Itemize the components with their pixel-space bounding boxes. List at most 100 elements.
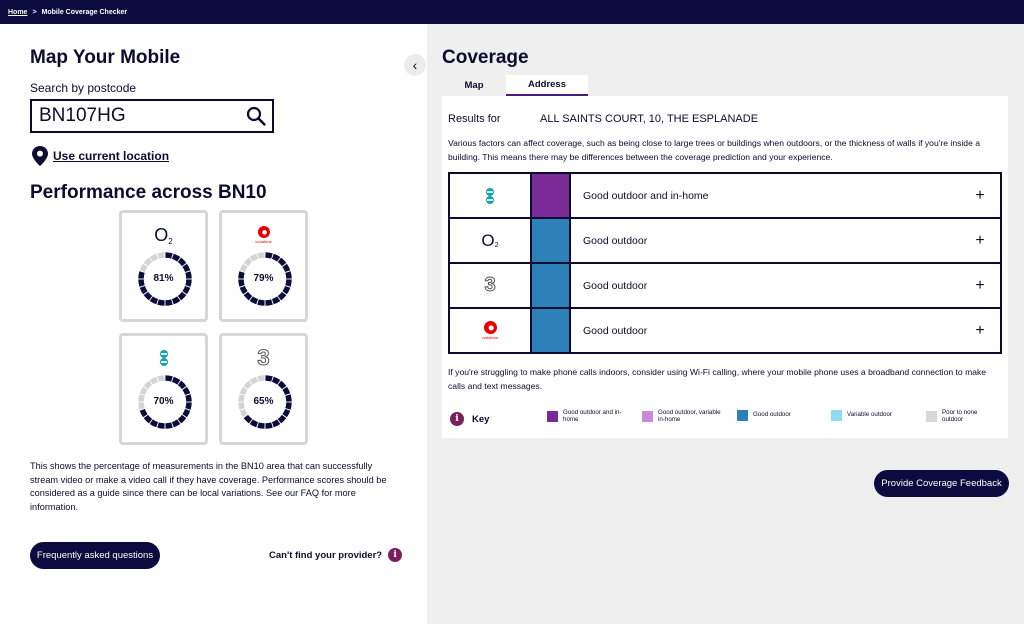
vodafone-logo-icon: vodafone <box>450 309 532 352</box>
coverage-row-three[interactable]: 3 Good outdoor + <box>450 264 1000 309</box>
donut-segment <box>149 253 159 262</box>
donut-segment <box>265 375 273 382</box>
key-item-label: Good outdoor, variable in-home <box>658 409 721 423</box>
breadcrumb-home-link[interactable]: Home <box>8 8 28 16</box>
key-item: Variable outdoor <box>831 410 916 421</box>
info-icon[interactable]: i <box>388 548 403 562</box>
coverage-row-ee[interactable]: Good outdoor and in-home + <box>450 174 1000 219</box>
performance-percent: 81% <box>153 273 174 284</box>
plus-icon[interactable]: + <box>975 276 985 294</box>
plus-icon[interactable]: + <box>975 231 985 249</box>
ee-logo-icon <box>450 174 532 217</box>
location-pin-icon <box>32 146 48 166</box>
donut-segment <box>257 422 265 429</box>
donut-segment <box>249 296 259 305</box>
donut-segment <box>271 419 281 428</box>
plus-icon[interactable]: + <box>975 186 985 204</box>
collapse-panel-button[interactable]: ‹ <box>404 54 426 76</box>
breadcrumb-current: Mobile Coverage Checker <box>41 8 128 16</box>
results-for: Results for ALL SAINTS COURT, 10, THE ES… <box>448 113 758 125</box>
plus-icon[interactable]: + <box>975 321 985 339</box>
donut-segment <box>239 408 248 418</box>
coverage-status: Good outdoor <box>583 234 648 247</box>
wifi-calling-note: If you're struggling to make phone calls… <box>448 367 987 391</box>
key-item: Good outdoor <box>737 410 817 421</box>
tab-map[interactable]: Map <box>464 80 484 91</box>
donut-segment <box>143 414 153 424</box>
donut-segment <box>165 422 173 429</box>
performance-title: Performance across BN10 <box>30 182 267 203</box>
donut-segment <box>185 402 192 410</box>
performance-donut <box>238 252 292 306</box>
donut-segment <box>239 285 248 295</box>
donut-segment <box>265 422 273 429</box>
donut-segment <box>139 263 148 273</box>
donut-segment <box>139 285 148 295</box>
key-item-label: Poor to none outdoor <box>942 409 978 423</box>
donut-segment <box>243 257 253 267</box>
donut-segment <box>285 402 292 410</box>
performance-percent: 79% <box>253 273 274 284</box>
breadcrumb-separator: > <box>32 8 37 16</box>
coverage-status: Good outdoor <box>583 279 648 292</box>
donut-segment <box>171 419 181 428</box>
faq-button[interactable]: Frequently asked questions <box>30 542 160 569</box>
donut-segment <box>243 414 253 424</box>
donut-segment <box>182 408 191 418</box>
use-current-location-link[interactable]: Use current location <box>32 146 169 166</box>
donut-segment <box>149 419 159 428</box>
donut-segment <box>139 386 148 396</box>
vodafone-logo-icon: vodafone <box>222 223 305 247</box>
key-title: Key <box>472 413 490 425</box>
donut-segment <box>165 299 173 306</box>
donut-segment <box>285 271 292 279</box>
donut-segment <box>165 375 173 382</box>
info-icon[interactable]: i <box>450 412 464 426</box>
donut-segment <box>138 402 145 410</box>
postcode-search-box <box>30 99 274 133</box>
key-item-label: Good outdoor and in-home <box>563 409 622 423</box>
donut-segment <box>165 252 173 259</box>
address-results-panel: Results for ALL SAINTS COURT, 10, THE ES… <box>442 96 1008 438</box>
donut-segment <box>265 252 273 259</box>
donut-segment <box>282 408 291 418</box>
key-item: Poor to none outdoor <box>926 409 996 424</box>
donut-segment <box>257 299 265 306</box>
donut-segment <box>157 422 165 429</box>
donut-segment <box>177 257 187 267</box>
donut-segment <box>143 257 153 267</box>
donut-segment <box>238 402 245 410</box>
cant-find-provider-label: Can't find your provider? <box>269 549 383 561</box>
search-icon[interactable] <box>246 106 266 126</box>
key-swatch <box>642 411 653 423</box>
chevron-left-icon: ‹ <box>412 57 418 73</box>
three-logo-icon: 3 <box>257 345 270 371</box>
coverage-panel: Coverage Map Address Results for ALL SAI… <box>427 24 1024 624</box>
key-item: Good outdoor, variable in-home <box>642 409 722 424</box>
coverage-swatch <box>532 264 571 307</box>
donut-segment <box>249 419 259 428</box>
donut-segment <box>243 291 253 301</box>
performance-donut <box>138 375 192 429</box>
provide-coverage-feedback-button[interactable]: Provide Coverage Feedback <box>874 470 1009 497</box>
performance-donut <box>138 252 192 306</box>
key-item-label: Variable outdoor <box>847 411 892 419</box>
donut-segment <box>285 394 292 402</box>
coverage-tabs: Map Address <box>442 75 588 96</box>
donut-segment <box>177 414 187 424</box>
cant-find-provider-link[interactable]: Can't find your provider? i <box>269 548 403 562</box>
donut-segment <box>249 253 259 262</box>
coverage-row-vodafone[interactable]: vodafone Good outdoor + <box>450 309 1000 352</box>
donut-segment <box>238 271 245 279</box>
performance-donut <box>238 375 292 429</box>
postcode-search-input[interactable] <box>32 105 238 127</box>
three-logo-icon: 3 <box>450 264 532 307</box>
donut-segment <box>149 296 159 305</box>
donut-segment <box>257 252 265 259</box>
tab-address[interactable]: Address <box>506 75 588 96</box>
donut-segment <box>277 257 287 267</box>
